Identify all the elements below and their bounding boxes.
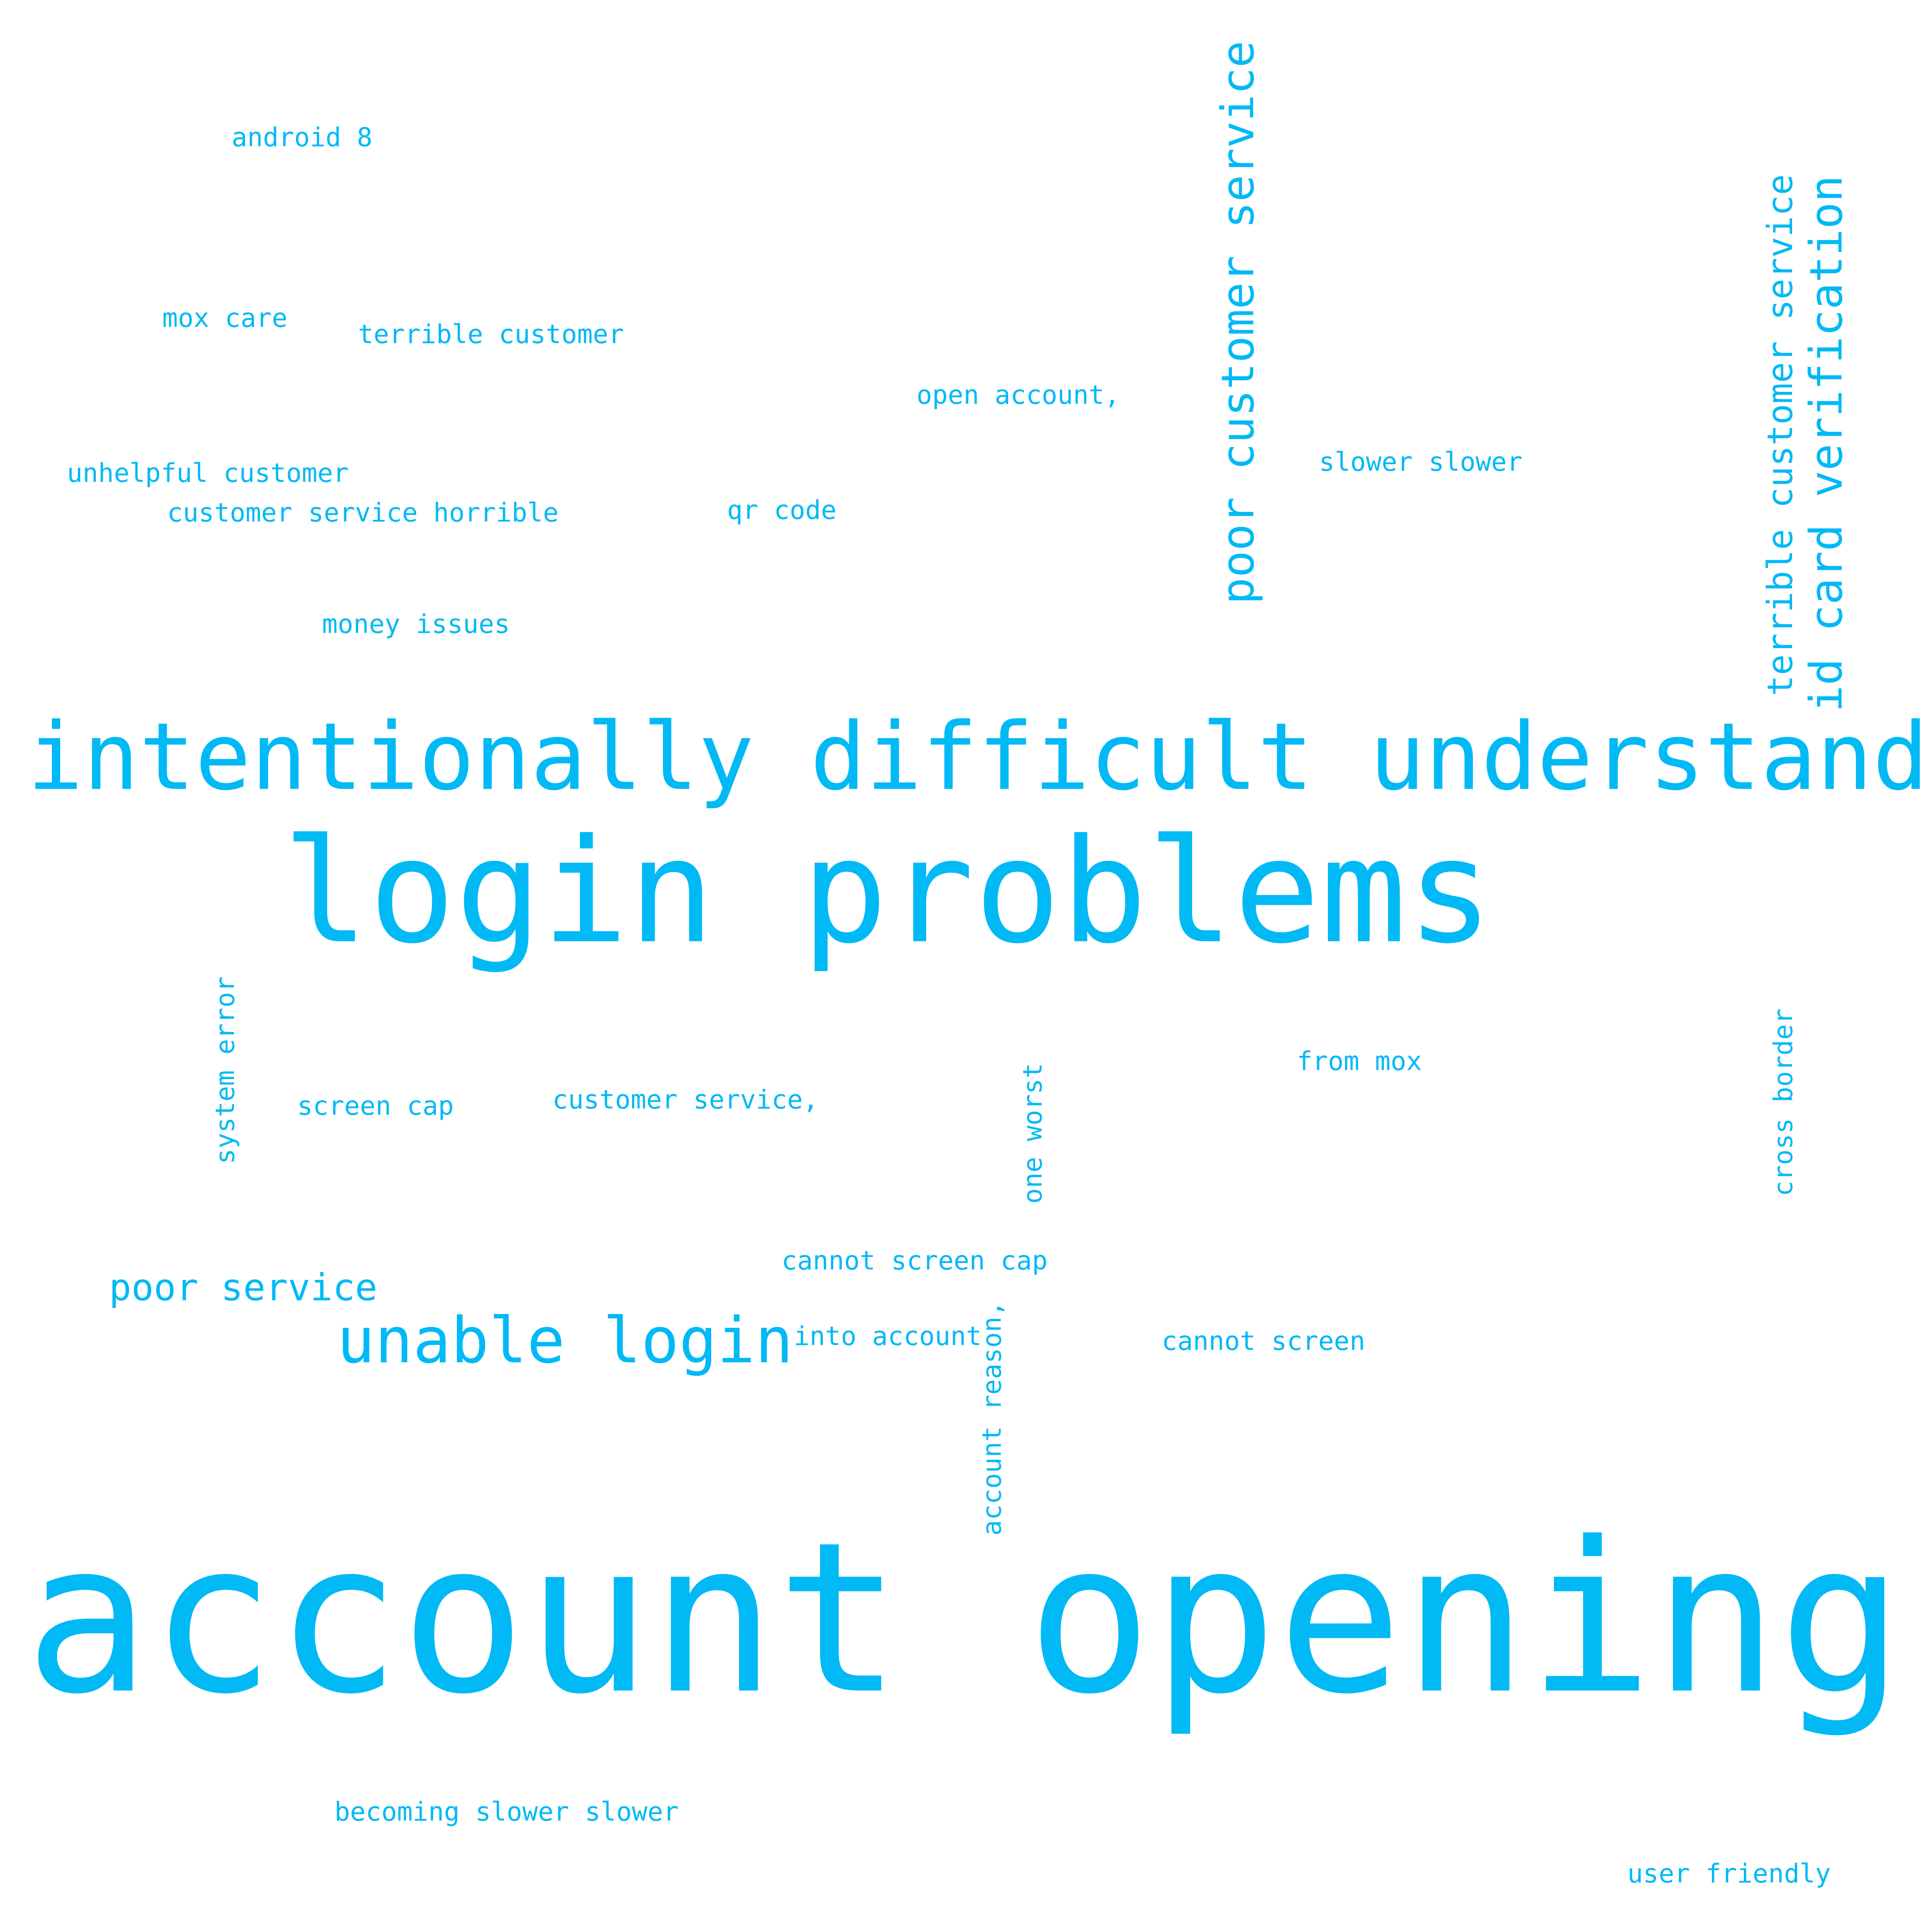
word: unable login xyxy=(337,1304,793,1377)
word: customer service horrible xyxy=(167,498,559,528)
word: system error xyxy=(210,976,240,1164)
word: unhelpful customer xyxy=(67,458,348,488)
word: terrible customer service xyxy=(1760,174,1800,696)
word: poor customer service xyxy=(1212,41,1264,605)
word: qr code xyxy=(727,495,837,525)
word: account reason, xyxy=(977,1301,1007,1536)
word: screen cap xyxy=(297,1091,454,1121)
word: android 8 xyxy=(232,122,373,152)
word: money issues xyxy=(322,609,510,639)
word: slower slower xyxy=(1319,447,1522,477)
word: poor service xyxy=(109,1266,377,1309)
word: terrible customer xyxy=(358,319,624,349)
word: from mox xyxy=(1297,1047,1422,1077)
word: intentionally difficult understand xyxy=(27,703,1929,811)
word: becoming slower slower xyxy=(335,1797,679,1827)
word: account opening xyxy=(25,1497,1903,1740)
word: open account, xyxy=(916,380,1120,410)
word: id card verification xyxy=(1800,175,1852,712)
word: customer service, xyxy=(552,1085,818,1115)
word: cannot screen xyxy=(1162,1326,1365,1357)
word: cannot screen cap xyxy=(782,1246,1048,1276)
word: one worst xyxy=(1018,1063,1048,1204)
word: into account xyxy=(794,1321,981,1351)
word: cross border xyxy=(1768,1009,1799,1196)
word: user friendly xyxy=(1627,1859,1831,1889)
word: mox care xyxy=(162,303,287,334)
word: login problems xyxy=(282,808,1493,976)
